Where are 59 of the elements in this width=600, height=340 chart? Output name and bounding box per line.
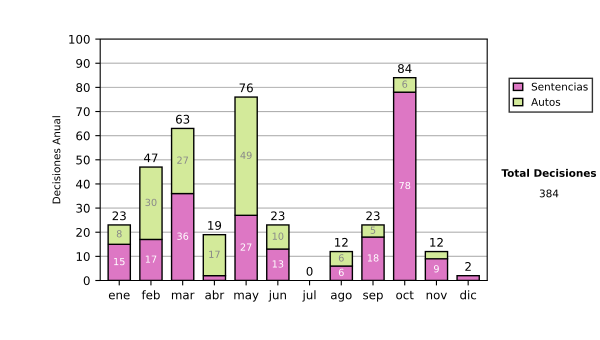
- total-label: 23: [112, 211, 126, 220]
- x-tick-label: jun: [268, 290, 286, 302]
- total-label: 12: [430, 238, 443, 247]
- y-tick-label: 80: [76, 83, 90, 92]
- data-label: 78: [399, 182, 410, 190]
- text: Total Decisiones: [501, 168, 596, 177]
- data-label: 6: [338, 254, 344, 262]
- data-label: 13: [272, 260, 284, 268]
- y-tick-label: 50: [76, 156, 90, 164]
- total-label: 63: [176, 114, 190, 124]
- y-tick-label: 30: [76, 204, 90, 213]
- text: 0: [306, 266, 313, 276]
- data-label: 30: [146, 198, 156, 206]
- x-tick-label: abr: [205, 290, 224, 300]
- legend-label: Autos: [531, 98, 560, 106]
- text: 384: [540, 189, 558, 198]
- y-tick-label: 90: [76, 58, 90, 68]
- bar: [202, 234, 226, 276]
- data-label: 36: [177, 232, 188, 240]
- data-label: 15: [114, 258, 125, 266]
- x-tick-label: nov: [426, 292, 447, 300]
- x-tick-label: feb: [142, 290, 160, 300]
- y-tick-label: 100: [69, 34, 90, 44]
- legend-label: Sentencias: [532, 82, 588, 91]
- y-axis-title: Decisiones Anual: [52, 116, 60, 204]
- x-tick-label: mar: [172, 292, 194, 300]
- data-label: 18: [368, 254, 379, 262]
- y-tick-label: 10: [76, 252, 90, 262]
- total-label: 84: [398, 64, 412, 74]
- total-label: 23: [366, 211, 380, 220]
- total-label: 23: [271, 211, 284, 220]
- total-label: 2: [465, 262, 471, 271]
- data-label: 5: [370, 226, 376, 234]
- y-tick-label: 70: [76, 107, 90, 116]
- data-label: 9: [434, 265, 439, 272]
- data-label: 17: [209, 250, 220, 258]
- total-label: 76: [240, 83, 253, 92]
- x-tick-label: sep: [363, 292, 383, 302]
- x-tick-label: ago: [331, 292, 352, 302]
- x-tick-label: may: [234, 292, 259, 302]
- y-tick-label: 40: [76, 180, 90, 189]
- x-tick-label: dic: [460, 290, 476, 300]
- y-tick-label: 0: [84, 276, 90, 286]
- x-tick-label: jul: [302, 290, 316, 302]
- data-label: 6: [402, 80, 408, 88]
- data-label: 17: [146, 256, 156, 263]
- data-label: 8: [116, 230, 122, 238]
- y-tick-label: 20: [76, 228, 90, 237]
- x-tick-label: oct: [396, 290, 414, 300]
- total-label: 12: [335, 238, 348, 247]
- data-label: 10: [272, 232, 284, 240]
- x-tick-label: ene: [108, 292, 130, 300]
- total-label: 19: [208, 221, 222, 230]
- data-label: 27: [177, 156, 188, 164]
- data-label: 49: [240, 152, 252, 159]
- data-label: 27: [240, 243, 252, 251]
- data-label: 6: [338, 268, 344, 276]
- total-label: 47: [144, 154, 158, 162]
- y-tick-label: 60: [76, 131, 90, 140]
